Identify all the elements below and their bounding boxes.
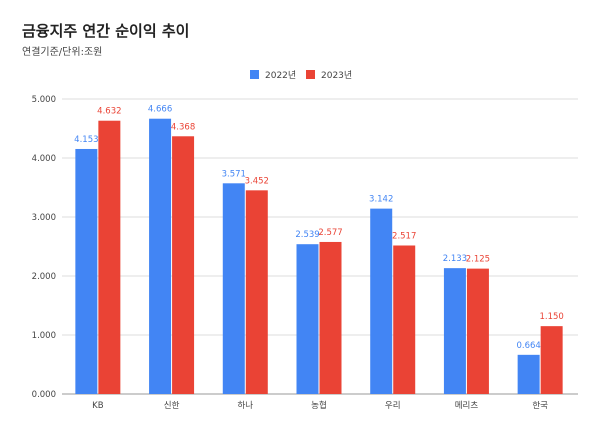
x-tick-label: 신한: [164, 401, 180, 411]
legend: 2022년 2023년: [250, 70, 352, 81]
bar: [98, 120, 121, 394]
bar: [75, 148, 98, 394]
bar: [296, 244, 319, 394]
x-tick-label: KB: [92, 401, 104, 411]
bar: [466, 268, 489, 394]
data-label: 1.150: [539, 312, 563, 322]
bar: [149, 118, 172, 395]
data-label: 3.452: [245, 176, 269, 186]
bar: [443, 268, 466, 394]
data-label: 4.368: [171, 122, 195, 132]
bar: [319, 241, 342, 394]
data-label: 4.666: [148, 105, 172, 115]
data-label: 3.142: [369, 195, 393, 205]
bar: [517, 354, 540, 394]
bar: [393, 245, 416, 394]
y-tick-label: 1.000: [32, 331, 56, 341]
legend-label: 2022년: [265, 70, 296, 81]
x-tick-label: 우리: [385, 401, 401, 411]
data-label: 3.571: [222, 169, 246, 179]
data-label: 2.125: [466, 255, 490, 265]
chart-subtitle: 연결기준/단위:조원: [22, 45, 102, 58]
legend-swatch: [250, 70, 259, 79]
x-tick-label: 농협: [311, 400, 327, 411]
x-tick-label: 메리츠: [455, 401, 479, 411]
data-label: 2.133: [443, 254, 467, 264]
y-tick-label: 3.000: [32, 213, 56, 223]
legend-swatch: [306, 70, 315, 79]
bar: [245, 190, 268, 394]
y-tick-label: 5.000: [32, 95, 56, 105]
data-label: 2.539: [295, 230, 319, 240]
x-tick-label: 하나: [237, 400, 253, 411]
data-label: 4.153: [74, 135, 98, 145]
data-label: 2.517: [392, 231, 416, 241]
bar: [222, 183, 245, 394]
x-axis-labels: KB 신한 하나 농협 우리 메리츠 한국: [92, 400, 548, 411]
y-tick-label: 2.000: [32, 272, 56, 282]
chart-title: 금융지주 연간 순이익 추이: [22, 22, 189, 40]
legend-label: 2023년: [321, 70, 352, 81]
bar: [370, 208, 393, 394]
y-tick-label: 4.000: [32, 154, 56, 164]
data-label: 0.664: [516, 341, 540, 351]
bar: [540, 326, 563, 394]
data-label: 4.632: [97, 107, 121, 117]
bar: [172, 136, 195, 394]
y-tick-label: 0.000: [32, 390, 56, 400]
data-label: 2.577: [318, 228, 342, 238]
x-tick-label: 한국: [532, 401, 548, 411]
